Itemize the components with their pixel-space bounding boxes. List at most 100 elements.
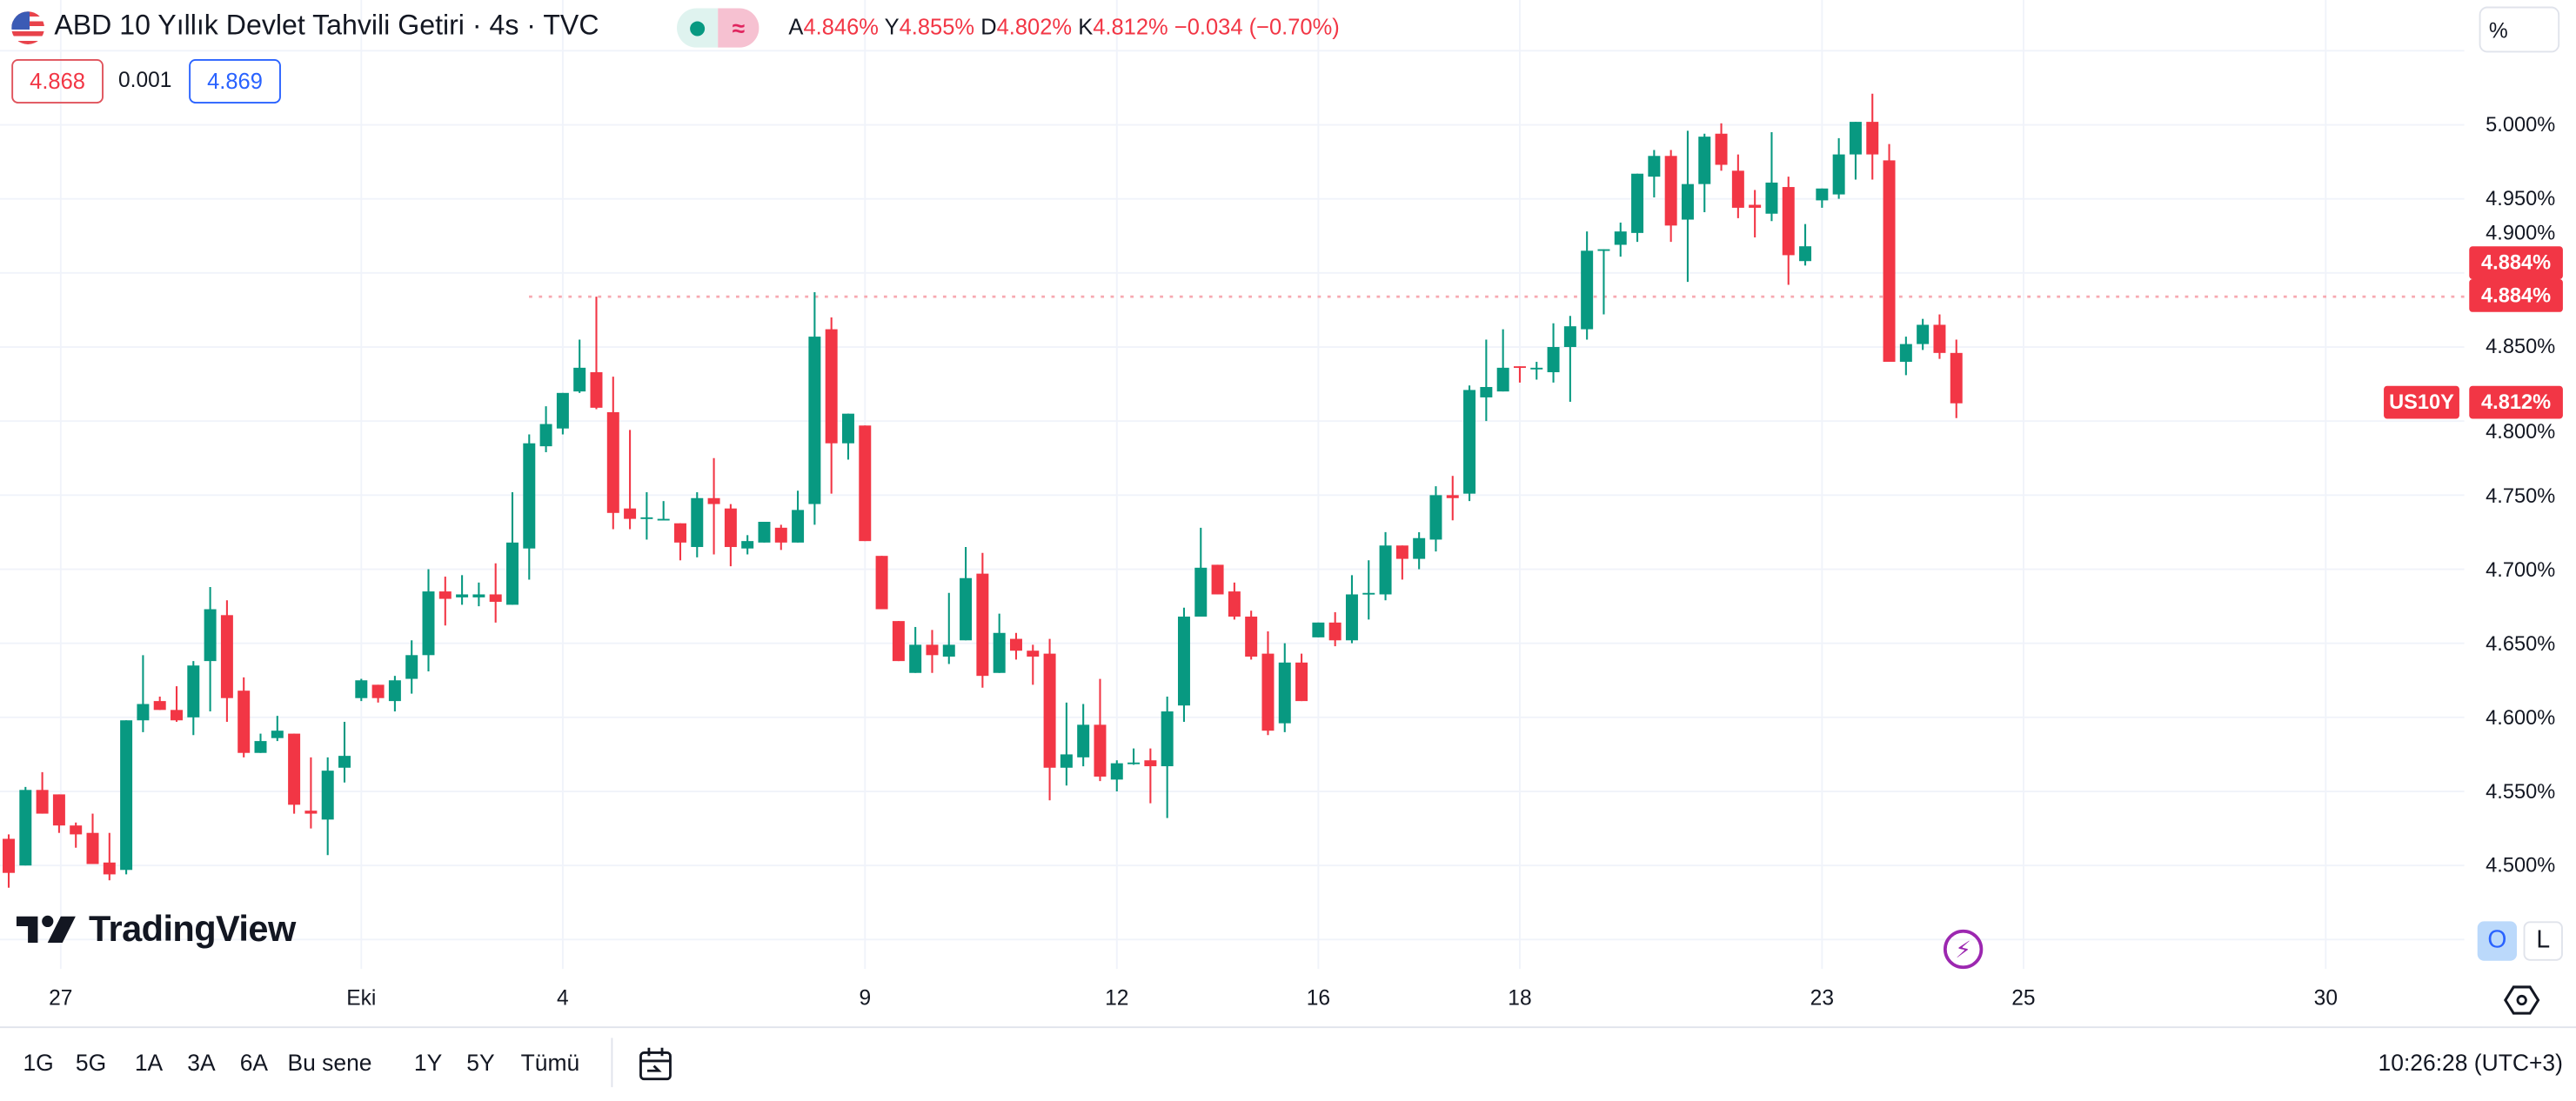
candle-body xyxy=(1816,188,1829,201)
candle-body xyxy=(573,367,586,392)
candle-body xyxy=(1194,567,1208,617)
candle xyxy=(1027,644,1040,685)
candle xyxy=(1463,385,1476,502)
range-button[interactable]: 5G xyxy=(75,1049,107,1076)
candle-body xyxy=(304,811,318,814)
candle-body xyxy=(1648,156,1661,177)
candle xyxy=(960,546,973,641)
candle xyxy=(1563,316,1576,403)
candle xyxy=(271,716,284,742)
candle xyxy=(1110,760,1123,792)
settings-icon[interactable] xyxy=(2504,982,2540,1018)
log-scale-button[interactable]: L xyxy=(2523,921,2563,961)
candle xyxy=(1513,366,1526,383)
candle-body xyxy=(120,720,133,871)
candle-body xyxy=(993,632,1006,673)
candle xyxy=(523,434,536,580)
candle-body xyxy=(153,701,166,711)
range-button[interactable]: Tümü xyxy=(520,1049,580,1076)
green-dot-icon xyxy=(677,8,719,48)
auto-scale-button[interactable]: O xyxy=(2477,921,2518,961)
range-button[interactable]: Bu sene xyxy=(287,1049,372,1076)
market-status-pill[interactable]: ≈ xyxy=(677,8,759,48)
candle xyxy=(1917,318,1930,350)
candle xyxy=(926,630,939,673)
buy-button[interactable]: 4.869 xyxy=(189,58,281,103)
candle xyxy=(1664,150,1677,243)
range-button[interactable]: 1Y xyxy=(413,1049,443,1076)
candle xyxy=(1278,643,1291,732)
candle xyxy=(691,491,704,557)
toolbar-separator xyxy=(611,1038,613,1088)
candle xyxy=(1547,323,1560,383)
candle-body xyxy=(606,411,619,513)
candle xyxy=(321,757,334,856)
price-unit-button[interactable]: % xyxy=(2479,6,2560,53)
candle xyxy=(657,501,670,521)
candle-body xyxy=(1513,366,1526,369)
time-label: 27 xyxy=(49,985,73,1011)
open-value: 4.846% xyxy=(803,14,879,40)
clock[interactable]: 10:26:28 (UTC+3) xyxy=(2378,1049,2563,1076)
time-label: Eki xyxy=(346,985,377,1011)
candle xyxy=(1614,222,1627,257)
candle xyxy=(1009,632,1022,660)
range-button[interactable]: 1A xyxy=(134,1049,164,1076)
candle-body xyxy=(1664,156,1677,226)
time-label: 12 xyxy=(1105,985,1129,1011)
candle-body xyxy=(590,371,603,408)
candle-body xyxy=(1161,711,1174,767)
symbol-tag: US10Y xyxy=(2384,385,2459,419)
lightning-icon[interactable]: ⚡ xyxy=(1943,929,1984,970)
sell-button[interactable]: 4.868 xyxy=(11,58,104,103)
candle xyxy=(1496,329,1509,392)
candle-body xyxy=(1110,763,1123,780)
candle xyxy=(976,552,989,688)
tradingview-logo[interactable]: TradingView xyxy=(16,908,296,951)
candle-body xyxy=(1077,724,1090,757)
candle-body xyxy=(489,594,502,602)
go-to-date-icon[interactable] xyxy=(636,1044,675,1084)
symbol-title[interactable]: ABD 10 Yıllık Devlet Tahvili Getiri · 4s… xyxy=(54,10,599,42)
high-price-tag: 4.884% xyxy=(2469,246,2563,280)
candle xyxy=(1144,748,1157,804)
candle xyxy=(1799,224,1812,266)
candle-body xyxy=(926,644,939,656)
candle-body xyxy=(1597,249,1610,251)
spread-value: 0.001 xyxy=(117,67,172,92)
candle-body xyxy=(438,591,452,599)
price-label: 4.750% xyxy=(2486,484,2556,507)
candle-body xyxy=(640,517,653,519)
candle-body xyxy=(539,424,552,447)
candle-body xyxy=(220,615,233,698)
candle xyxy=(422,569,435,672)
candle xyxy=(103,832,116,881)
range-button[interactable]: 3A xyxy=(187,1049,216,1076)
candle xyxy=(1631,173,1644,243)
candle-body xyxy=(1496,367,1509,392)
candle xyxy=(1832,137,1845,199)
candle-body xyxy=(422,591,435,656)
candle xyxy=(1161,697,1174,818)
candle xyxy=(1446,476,1459,521)
candlestick-chart[interactable] xyxy=(0,0,2576,1026)
candle-body xyxy=(1547,347,1560,372)
candle-body xyxy=(1295,662,1308,702)
candle xyxy=(1228,582,1241,620)
range-button[interactable]: 6A xyxy=(239,1049,269,1076)
last-price-tag: 4.812% xyxy=(2469,385,2563,419)
candle-body xyxy=(1429,495,1442,540)
candle xyxy=(137,655,150,732)
candle xyxy=(909,626,922,673)
low-key: D xyxy=(980,14,997,40)
candle xyxy=(355,678,368,702)
candle-body xyxy=(1211,564,1224,595)
candle xyxy=(758,522,771,543)
candle-body xyxy=(657,518,670,521)
range-button[interactable]: 1G xyxy=(23,1049,54,1076)
range-button[interactable]: 5Y xyxy=(466,1049,495,1076)
candle-body xyxy=(1379,545,1392,595)
candle-body xyxy=(1395,545,1408,559)
candle-body xyxy=(1278,662,1291,724)
candle xyxy=(171,686,183,722)
